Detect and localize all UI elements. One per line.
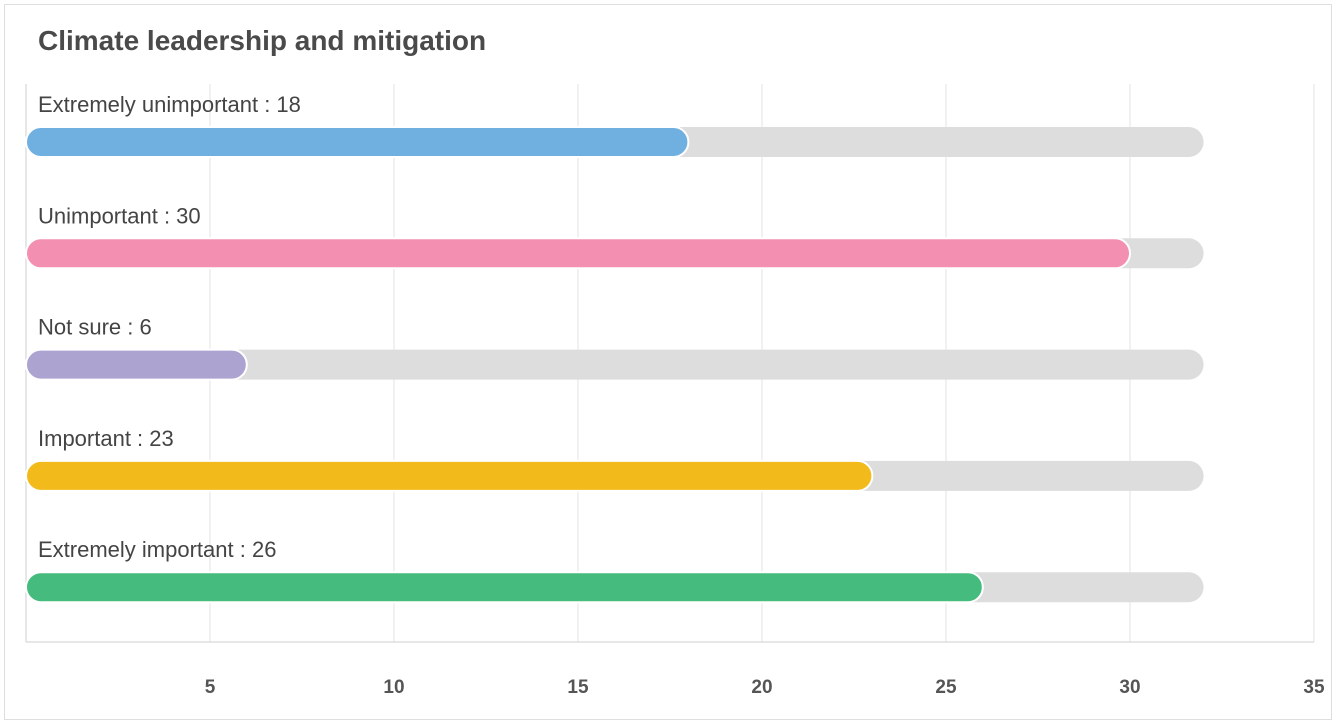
x-tick-label-7: 35	[1303, 677, 1325, 698]
x-tick-label-5: 25	[935, 677, 957, 698]
bar-2	[25, 237, 1131, 270]
bar-label-4: Important : 23	[38, 426, 174, 451]
bar-track-3	[26, 349, 1204, 380]
bar-3	[25, 348, 248, 381]
x-tick-label-1: 5	[205, 677, 216, 698]
x-tick-label-2: 10	[383, 677, 404, 698]
x-tick-label-6: 30	[1119, 677, 1140, 698]
x-tick-label-4: 20	[751, 677, 772, 698]
bar-label-1: Extremely unimportant : 18	[38, 92, 301, 117]
chart-title: Climate leadership and mitigation	[38, 25, 487, 56]
bar-1	[25, 126, 690, 158]
bar-4	[25, 459, 874, 492]
bar-label-3: Not sure : 6	[38, 315, 152, 340]
x-tick-label-3: 15	[567, 677, 589, 698]
bar-label-5: Extremely important : 26	[38, 537, 276, 562]
bar-label-2: Unimportant : 30	[38, 203, 201, 228]
chart-header: Climate leadership and mitigation	[5, 5, 1325, 65]
bar-5	[25, 571, 984, 604]
